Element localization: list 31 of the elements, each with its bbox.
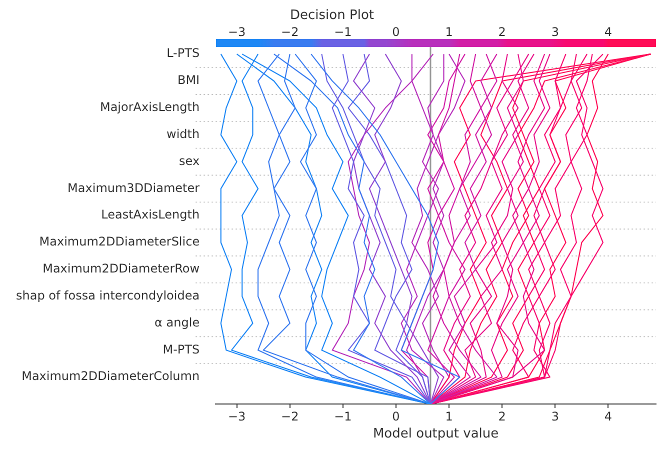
- x-tick-label: 0: [392, 409, 400, 424]
- x-tick-label: 3: [551, 409, 560, 424]
- x2-tick-label: 1: [445, 24, 453, 39]
- y-tick-label: LeastAxisLength: [101, 208, 200, 222]
- y-tick-label: Maximum2DDiameterColumn: [22, 369, 200, 384]
- y-tick-label: MajorAxisLength: [100, 100, 200, 114]
- y-tick-label: BMI: [177, 73, 200, 88]
- x2-tick-label: −1: [334, 24, 352, 39]
- x2-tick-label: 0: [392, 24, 400, 39]
- y-tick-label: Maximum3DDiameter: [68, 180, 200, 195]
- y-tick-label: width: [166, 126, 200, 141]
- x-tick-label: 1: [445, 409, 453, 424]
- x-tick-label: −1: [334, 409, 352, 424]
- y-tick-label: M-PTS: [162, 342, 200, 356]
- y-tick-label: Maximum2DDiameterRow: [42, 262, 200, 276]
- x-tick-label: −3: [228, 409, 246, 424]
- x2-tick-label: −3: [228, 24, 246, 39]
- x2-tick-label: 4: [604, 24, 612, 39]
- chart-title: Decision Plot: [290, 8, 374, 24]
- x2-tick-label: 2: [498, 24, 506, 39]
- x2-tick-label: −2: [281, 24, 299, 39]
- y-tick-label: α angle: [154, 315, 200, 330]
- y-tick-label: sex: [179, 154, 200, 168]
- x2-tick-label: 3: [551, 24, 560, 39]
- x-tick-label: −2: [281, 409, 299, 424]
- x-tick-label: 4: [604, 409, 612, 424]
- y-tick-label: L-PTS: [166, 46, 200, 60]
- y-tick-label: Maximum2DDiameterSlice: [39, 234, 200, 249]
- x-tick-label: 2: [498, 409, 506, 424]
- x-axis-title: Model output value: [372, 426, 499, 442]
- y-tick-label: shap of fossa intercondyloidea: [16, 288, 200, 302]
